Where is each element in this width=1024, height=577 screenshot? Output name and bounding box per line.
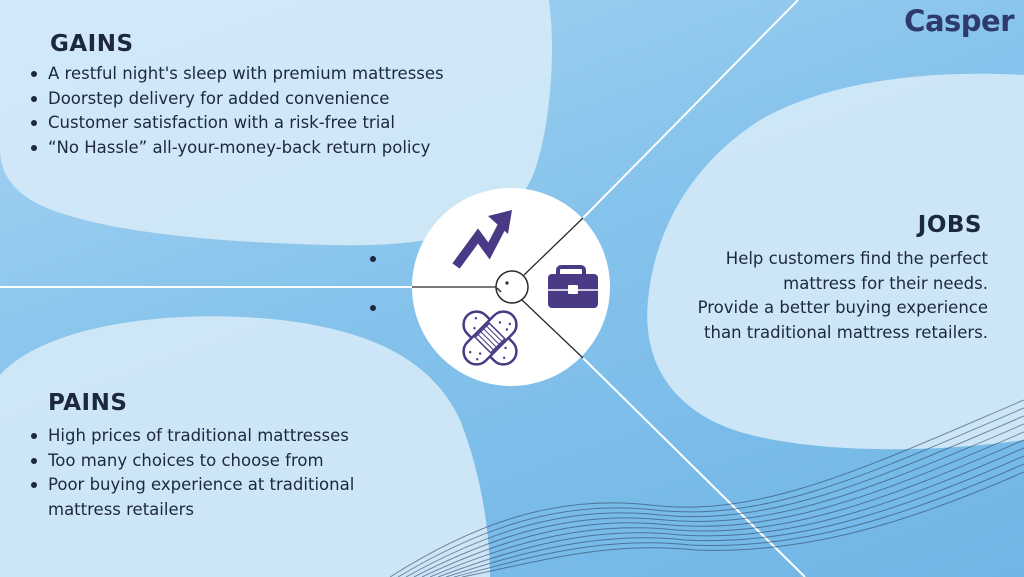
pains-item: High prices of traditional mattresses [28,424,388,449]
casper-logo: Casper [904,4,1014,38]
jobs-title: JOBS [917,212,982,238]
pains-list: High prices of traditional mattresses To… [28,424,388,522]
jobs-item: Help customers find the perfect mattress… [370,247,988,296]
jobs-blob [647,73,1024,450]
gains-item: Customer satisfaction with a risk-free t… [28,111,488,136]
briefcase-icon [548,265,598,308]
decorative-waves [389,399,1024,577]
pains-item: Too many choices to choose from [28,449,388,474]
gains-blob [0,0,552,246]
trending-up-arrow-icon [452,210,512,269]
pains-blob [0,316,490,577]
pains-title: PAINS [48,390,128,416]
gains-item: Doorstep delivery for added convenience [28,87,488,112]
gains-title: GAINS [50,31,134,57]
face-icon [495,270,529,304]
bandage-icon [462,310,518,366]
center-divider-top [523,217,584,276]
gains-list: A restful night's sleep with premium mat… [28,62,488,160]
gains-item: A restful night's sleep with premium mat… [28,62,488,87]
pains-item: Poor buying experience at traditional ma… [28,473,388,522]
gains-item: “No Hassle” all-your-money-back return p… [28,136,488,161]
jobs-list: Help customers find the perfect mattress… [370,247,988,345]
divider-top-right [582,0,799,219]
jobs-item: Provide a better buying experience than … [370,296,988,345]
divider-bottom-right [582,357,806,577]
center-divider-bottom [521,299,584,359]
